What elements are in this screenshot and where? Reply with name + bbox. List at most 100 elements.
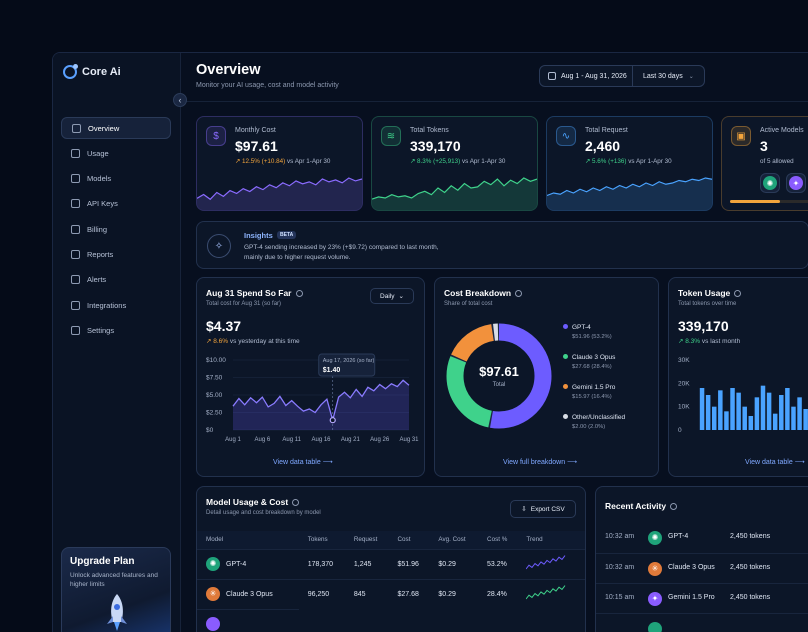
app-logo[interactable]: Core Ai — [63, 64, 121, 79]
gear-icon — [71, 325, 80, 335]
sidebar-item-label: Reports — [87, 249, 114, 259]
sparkline-line — [372, 177, 537, 200]
kpi-card-monthly-cost[interactable]: $ Monthly Cost $97.61 ↗ 12.5% (+10.84) vs A… — [196, 116, 363, 211]
kpi-delta: ↗ 5.6% (+136) vs Apr 1-Apr 30 — [585, 158, 672, 165]
sidebar-item-reports[interactable]: Reports — [61, 243, 171, 265]
token-bar[interactable] — [754, 397, 760, 430]
model-usage-table: Model Tokens Request Cost Avg. Cost Cost % Tre… — [197, 531, 585, 632]
token-bar[interactable] — [779, 395, 784, 430]
calendar-icon — [548, 72, 556, 80]
column-header[interactable]: Cost % — [478, 531, 518, 549]
legend-dot — [563, 414, 568, 419]
token-bar[interactable] — [718, 390, 723, 430]
insights-card[interactable]: ✧ Insights BETA GPT-4 sending increased … — [196, 221, 808, 269]
collapse-sidebar-button[interactable]: ‹ — [173, 93, 187, 107]
donut-slice-gpt-4[interactable] — [446, 323, 552, 429]
kpi-sparkline — [197, 177, 362, 210]
token-bar[interactable] — [748, 416, 754, 430]
activity-item[interactable]: 10:32 am ✳ Claude 3 Opus 2,450 tokens — [596, 553, 808, 583]
token-bar[interactable] — [785, 388, 790, 430]
sidebar-item-alerts[interactable]: Alerts — [61, 269, 171, 291]
breakdown-total-label: Total — [492, 382, 506, 388]
sidebar-item-settings[interactable]: Settings — [61, 319, 171, 341]
breakdown-subtitle: Share of total cost — [444, 301, 493, 307]
activity-item[interactable]: 10:32 am ✺ GPT-4 2,450 tokens — [596, 523, 808, 553]
sidebar-item-models[interactable]: Models — [61, 168, 171, 190]
trend-sparkline — [526, 585, 566, 600]
kpi-card-active-models[interactable]: ▣ Active Models 3 of 5 allowed ✺ ✦ — [721, 116, 808, 211]
token-bar[interactable] — [760, 385, 766, 430]
upgrade-plan-card[interactable]: Upgrade Plan Unlock advanced features an… — [61, 547, 171, 632]
spend-view-table-link[interactable]: View data table ⟶ — [273, 459, 333, 466]
token-bar[interactable] — [797, 397, 802, 430]
sidebar-item-label: Overview — [88, 123, 120, 133]
info-icon[interactable] — [734, 290, 742, 297]
cube-icon — [71, 174, 80, 184]
activity-item[interactable] — [596, 613, 808, 632]
kpi-card-total-request[interactable]: ∿ Total Request 2,460 ↗ 5.6% (+136) vs Apr … — [546, 116, 713, 211]
interval-label: Daily — [380, 292, 395, 300]
info-icon[interactable] — [515, 290, 523, 297]
token-bar[interactable] — [705, 395, 711, 430]
sidebar-item-overview[interactable]: Overview — [61, 117, 171, 139]
table-row[interactable]: ✺ GPT-4 178,370 1,245 $51.96 $0.29 53.2% — [197, 548, 585, 579]
token-bar[interactable] — [711, 406, 717, 430]
token-bar[interactable] — [736, 392, 741, 430]
token-bar[interactable] — [791, 406, 796, 430]
header-divider — [181, 101, 808, 102]
interval-select[interactable]: Daily ⌄ — [370, 288, 414, 304]
sidebar-item-integrations[interactable]: Integrations — [61, 294, 171, 316]
sparkline-line — [547, 177, 712, 197]
date-preset-select[interactable]: Last 30 days ⌄ — [633, 65, 705, 87]
cell-avg: $0.29 — [429, 548, 479, 579]
spend-chart: $10.00 $7.50 $5.00 $2.50 $0 Aug 1 Aug 6 Aug 11 A… — [206, 353, 419, 443]
token-usage-card: Token Usage Total tokens over time 339,1… — [668, 277, 808, 477]
anthropic-icon: ✳ — [648, 562, 662, 576]
token-bar[interactable] — [699, 388, 705, 430]
openai-icon: ✺ — [760, 173, 780, 193]
download-icon: ⇩ — [521, 506, 527, 513]
token-bar[interactable] — [730, 388, 735, 430]
tooltip-date: Aug 17, 2026 (so far) — [323, 358, 375, 364]
column-header[interactable]: Cost — [388, 531, 430, 549]
info-icon[interactable] — [292, 499, 300, 506]
rocket-icon — [107, 594, 127, 631]
model-name: GPT-4 — [226, 560, 247, 568]
token-bar[interactable] — [766, 392, 772, 430]
column-header[interactable]: Request — [344, 531, 389, 549]
table-row[interactable]: ✳ Claude 3 Opus 96,250 845 $27.68 $0.29 28.4% — [197, 578, 585, 609]
info-icon[interactable] — [295, 290, 303, 297]
token-bar[interactable] — [724, 411, 729, 430]
column-header[interactable]: Trend — [517, 531, 585, 549]
donut-slice-claude-3-opus[interactable] — [446, 323, 552, 429]
column-header[interactable]: Model — [197, 531, 299, 549]
column-header[interactable]: Tokens — [298, 531, 345, 549]
tooltip-point[interactable] — [329, 417, 336, 424]
activity-item[interactable]: 10:15 am ✦ Gemini 1.5 Pro 2,450 tokens — [596, 583, 808, 613]
spend-title: Aug 31 Spend So Far — [206, 288, 303, 298]
kpi-value: 339,170 — [410, 138, 461, 154]
insights-text: GPT-4 sending increased by 23% (+$9.72) … — [244, 244, 439, 262]
grid-icon — [72, 123, 81, 133]
view-full-breakdown-link[interactable]: View full breakdown ⟶ — [503, 459, 578, 466]
sidebar-item-api-keys[interactable]: API Keys — [61, 193, 171, 215]
token-bar[interactable] — [772, 413, 778, 430]
model-table-title: Model Usage & Cost — [206, 497, 300, 507]
date-range-picker[interactable]: Aug 1 - Aug 31, 2026 — [539, 65, 633, 87]
model-cell — [197, 608, 299, 632]
token-bar[interactable] — [742, 406, 747, 430]
box-icon: ▣ — [731, 126, 751, 146]
column-header[interactable]: Avg. Cost — [429, 531, 479, 549]
y-tick-label: $7.50 — [206, 375, 223, 382]
kpi-card-total-tokens[interactable]: ≋ Total Tokens 339,170 ↗ 8.3% (+25,913) vs … — [371, 116, 538, 211]
gemini-icon: ✦ — [648, 592, 662, 606]
sidebar-item-usage[interactable]: Usage — [61, 142, 171, 164]
cell-tokens: 178,370 — [298, 548, 345, 579]
legend-value: $2.00 (2.0%) — [572, 424, 606, 430]
table-row[interactable] — [197, 608, 585, 632]
info-icon[interactable] — [670, 503, 678, 510]
token-view-table-link[interactable]: View data table ⟶ — [745, 459, 805, 466]
sidebar-item-billing[interactable]: Billing — [61, 218, 171, 240]
export-csv-button[interactable]: ⇩ Export CSV — [510, 500, 576, 518]
token-bar[interactable] — [803, 409, 808, 430]
